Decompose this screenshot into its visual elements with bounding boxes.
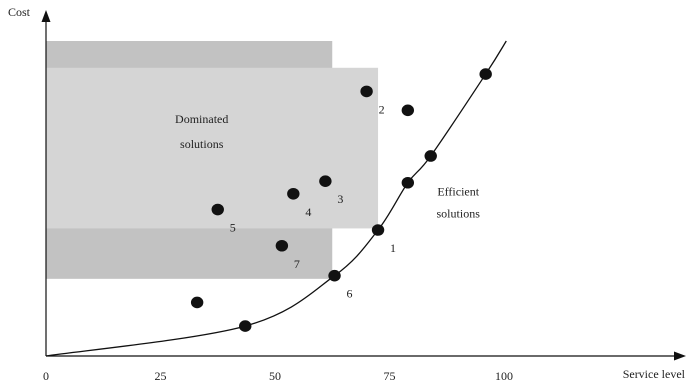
dominated-point (211, 203, 224, 216)
y-axis-label: Cost (8, 5, 31, 19)
efficient-point (401, 176, 415, 189)
points-layer: 6 1 2 3 4 5 7 (190, 68, 492, 332)
annotation-label: Dominated (175, 112, 228, 126)
efficient-point (239, 320, 252, 332)
point-label: 6 (347, 287, 353, 301)
x-tick-label: 0 (43, 369, 49, 383)
efficient-point (371, 224, 385, 236)
dominated-point (360, 85, 373, 98)
annotation-label: Efficient (437, 184, 479, 198)
x-axis-label: Service level (623, 367, 686, 381)
efficient-point (424, 150, 437, 162)
point-label: 3 (337, 192, 343, 206)
y-axis-arrow-icon (41, 10, 51, 22)
x-tick-label: 75 (384, 369, 396, 383)
dominated-point (275, 239, 289, 252)
annotation-label: solutions (437, 206, 481, 220)
dominated-point (287, 187, 300, 200)
point-label: 7 (294, 257, 300, 271)
x-tick-label: 25 (155, 369, 167, 383)
regions-layer (46, 41, 379, 279)
dominated-point (190, 296, 204, 309)
point-label: 5 (230, 221, 236, 235)
point-label: 1 (390, 241, 396, 255)
x-tick-label: 100 (495, 369, 513, 383)
axes-layer: Cost Service level (8, 5, 686, 381)
annotations-layer: Dominated solutions Efficient solutions (175, 112, 480, 220)
annotation-label: solutions (180, 137, 224, 151)
point-label: 2 (379, 102, 385, 116)
point-label: 4 (305, 205, 311, 219)
x-tick-labels: 0 25 50 75 100 (43, 369, 513, 383)
dominated-point (401, 104, 415, 117)
efficient-point (328, 269, 341, 282)
dominated-point (319, 175, 332, 187)
x-tick-label: 50 (269, 369, 281, 383)
efficient-point (479, 68, 492, 80)
x-axis-arrow-icon (674, 351, 686, 361)
inner-region (46, 67, 379, 229)
